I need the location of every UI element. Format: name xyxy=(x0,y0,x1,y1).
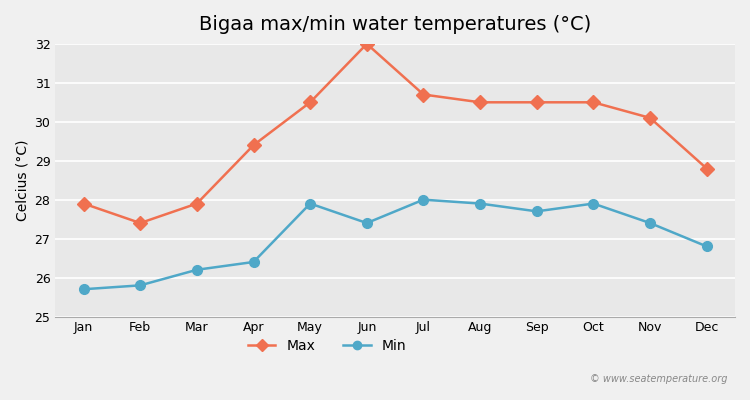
Y-axis label: Celcius (°C): Celcius (°C) xyxy=(15,140,29,221)
Title: Bigaa max/min water temperatures (°C): Bigaa max/min water temperatures (°C) xyxy=(199,15,591,34)
Text: © www.seatemperature.org: © www.seatemperature.org xyxy=(590,374,728,384)
Legend: Max, Min: Max, Min xyxy=(242,334,412,359)
